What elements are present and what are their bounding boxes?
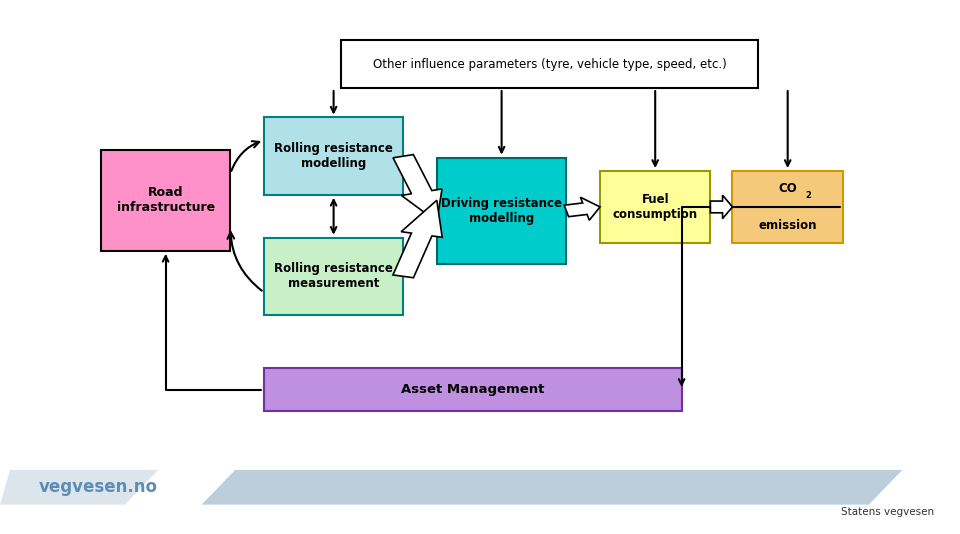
Text: CO: CO <box>779 182 797 195</box>
Polygon shape <box>0 470 158 505</box>
Text: Fuel
consumption: Fuel consumption <box>612 193 698 221</box>
FancyBboxPatch shape <box>101 150 230 251</box>
FancyBboxPatch shape <box>341 40 758 88</box>
FancyBboxPatch shape <box>264 238 403 315</box>
FancyBboxPatch shape <box>437 158 566 264</box>
Text: Asset Management: Asset Management <box>401 383 544 396</box>
Polygon shape <box>564 197 600 220</box>
FancyBboxPatch shape <box>732 171 843 243</box>
Text: emission: emission <box>758 219 817 232</box>
Text: vegvesen.no: vegvesen.no <box>38 478 157 496</box>
FancyBboxPatch shape <box>600 171 710 243</box>
FancyBboxPatch shape <box>264 117 403 195</box>
FancyArrowPatch shape <box>231 141 259 171</box>
Polygon shape <box>710 195 732 219</box>
Polygon shape <box>393 154 442 222</box>
Text: Other influence parameters (tyre, vehicle type, speed, etc.): Other influence parameters (tyre, vehicl… <box>372 58 727 70</box>
Text: Road
infrastructure: Road infrastructure <box>116 186 215 214</box>
Text: Driving resistance
modelling: Driving resistance modelling <box>441 197 563 225</box>
Text: Rolling resistance
measurement: Rolling resistance measurement <box>275 262 393 290</box>
Polygon shape <box>393 200 443 278</box>
Text: Rolling resistance
modelling: Rolling resistance modelling <box>275 142 393 170</box>
Text: Statens vegvesen: Statens vegvesen <box>841 507 935 517</box>
Polygon shape <box>202 470 902 505</box>
FancyBboxPatch shape <box>264 368 682 411</box>
Text: 2: 2 <box>805 191 812 200</box>
FancyArrowPatch shape <box>228 232 262 290</box>
